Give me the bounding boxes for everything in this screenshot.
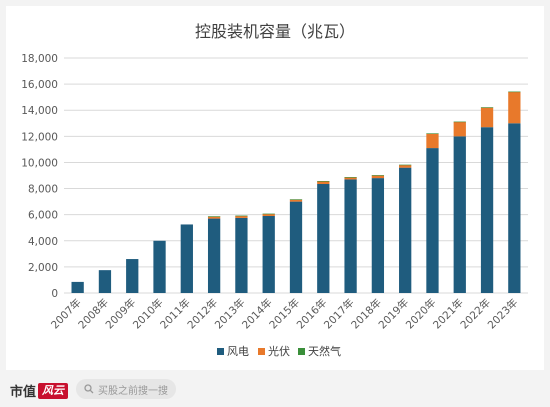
brand-mark: 风云	[38, 382, 69, 399]
y-tick-label: 18,000	[21, 53, 58, 65]
x-tick-label: 2023年	[485, 296, 521, 332]
bar-segment-gas	[235, 215, 248, 217]
search-icon	[84, 384, 94, 394]
bar-segment-wind	[207, 218, 221, 293]
bar-segment-wind	[508, 123, 521, 294]
legend-swatch	[298, 348, 305, 355]
y-tick-label: 14,000	[21, 105, 58, 117]
bar-segment-solar	[426, 133, 439, 149]
bar-segment-wind	[71, 281, 84, 293]
bar-segment-gas	[371, 175, 385, 176]
chart-card: 控股装机容量（兆瓦） 0 2,000 4,000 6,000 8,000 10,000 12…	[6, 6, 544, 370]
bar-segment-gas	[344, 177, 357, 178]
bar-segment-solar	[317, 181, 330, 184]
bars	[71, 91, 521, 294]
y-tick-label: 16,000	[21, 79, 58, 91]
legend-label: 天然气	[308, 344, 341, 358]
legend: 风电 光伏 天然气	[217, 344, 341, 358]
bar-segment-solar	[262, 214, 275, 216]
bar-segment-gas	[453, 121, 466, 123]
y-tick-label: 4,000	[28, 236, 58, 248]
bar-segment-wind	[399, 167, 412, 293]
y-axis: 0 2,000 4,000 6,000 8,000 10,000 12,000 14,000 1…	[21, 53, 58, 300]
y-tick-label: 8,000	[28, 184, 58, 196]
bar-segment-wind	[453, 136, 466, 293]
bar-segment-wind	[153, 240, 166, 293]
bar-segment-wind	[480, 127, 494, 293]
bar-segment-solar	[235, 215, 248, 218]
bar-segment-solar	[207, 216, 221, 219]
bar-segment-wind	[317, 183, 330, 293]
bar-segment-gas	[262, 213, 275, 215]
bar-segment-wind	[262, 215, 275, 293]
bar-segment-gas	[426, 133, 439, 134]
bar-segment-gas	[317, 180, 330, 182]
gridlines	[64, 57, 528, 294]
bar-segment-solar	[289, 199, 303, 202]
bar-segment-gas	[508, 91, 521, 93]
bar-segment-gas	[399, 164, 412, 166]
bar-segment-wind	[344, 179, 357, 293]
y-tick-label: 6,000	[28, 210, 58, 222]
search-box[interactable]: 买股之前搜一搜	[76, 379, 176, 399]
bar-segment-solar	[344, 177, 357, 180]
y-tick-label: 12,000	[21, 131, 58, 143]
x-axis: 2007年2008年2009年2010年2011年2012年2013年2014年…	[48, 296, 520, 332]
y-tick-label: 10,000	[21, 157, 58, 169]
legend-label: 光伏	[268, 344, 290, 358]
footer-bar: 市值 风云 买股之前搜一搜	[0, 372, 550, 407]
search-placeholder: 买股之前搜一搜	[98, 385, 168, 397]
legend-swatch	[217, 348, 224, 355]
y-tick-label: 0	[51, 288, 58, 300]
bar-segment-wind	[98, 270, 112, 293]
bar-segment-wind	[180, 224, 193, 293]
bar-segment-gas	[289, 199, 303, 200]
bar-segment-solar	[399, 165, 412, 168]
bar-segment-wind	[235, 217, 248, 293]
legend-label: 风电	[227, 345, 249, 358]
brand-text: 市值	[10, 385, 37, 400]
chart-title: 控股装机容量（兆瓦）	[195, 22, 355, 41]
bar-segment-solar	[371, 175, 385, 179]
brand-logo: 市值 风云	[10, 381, 69, 400]
bar-segment-wind	[371, 178, 385, 293]
bar-segment-solar	[453, 121, 466, 137]
bar-segment-solar	[508, 91, 521, 124]
bar-segment-gas	[480, 107, 494, 108]
bar-segment-wind	[289, 201, 303, 293]
chart: 控股装机容量（兆瓦） 0 2,000 4,000 6,000 8,000 10,000 12…	[21, 22, 528, 358]
y-tick-label: 2,000	[28, 262, 58, 274]
bar-segment-solar	[480, 107, 494, 128]
legend-swatch	[258, 348, 265, 355]
bar-segment-gas	[207, 216, 221, 217]
bar-segment-wind	[426, 148, 439, 293]
bar-segment-wind	[126, 259, 139, 293]
